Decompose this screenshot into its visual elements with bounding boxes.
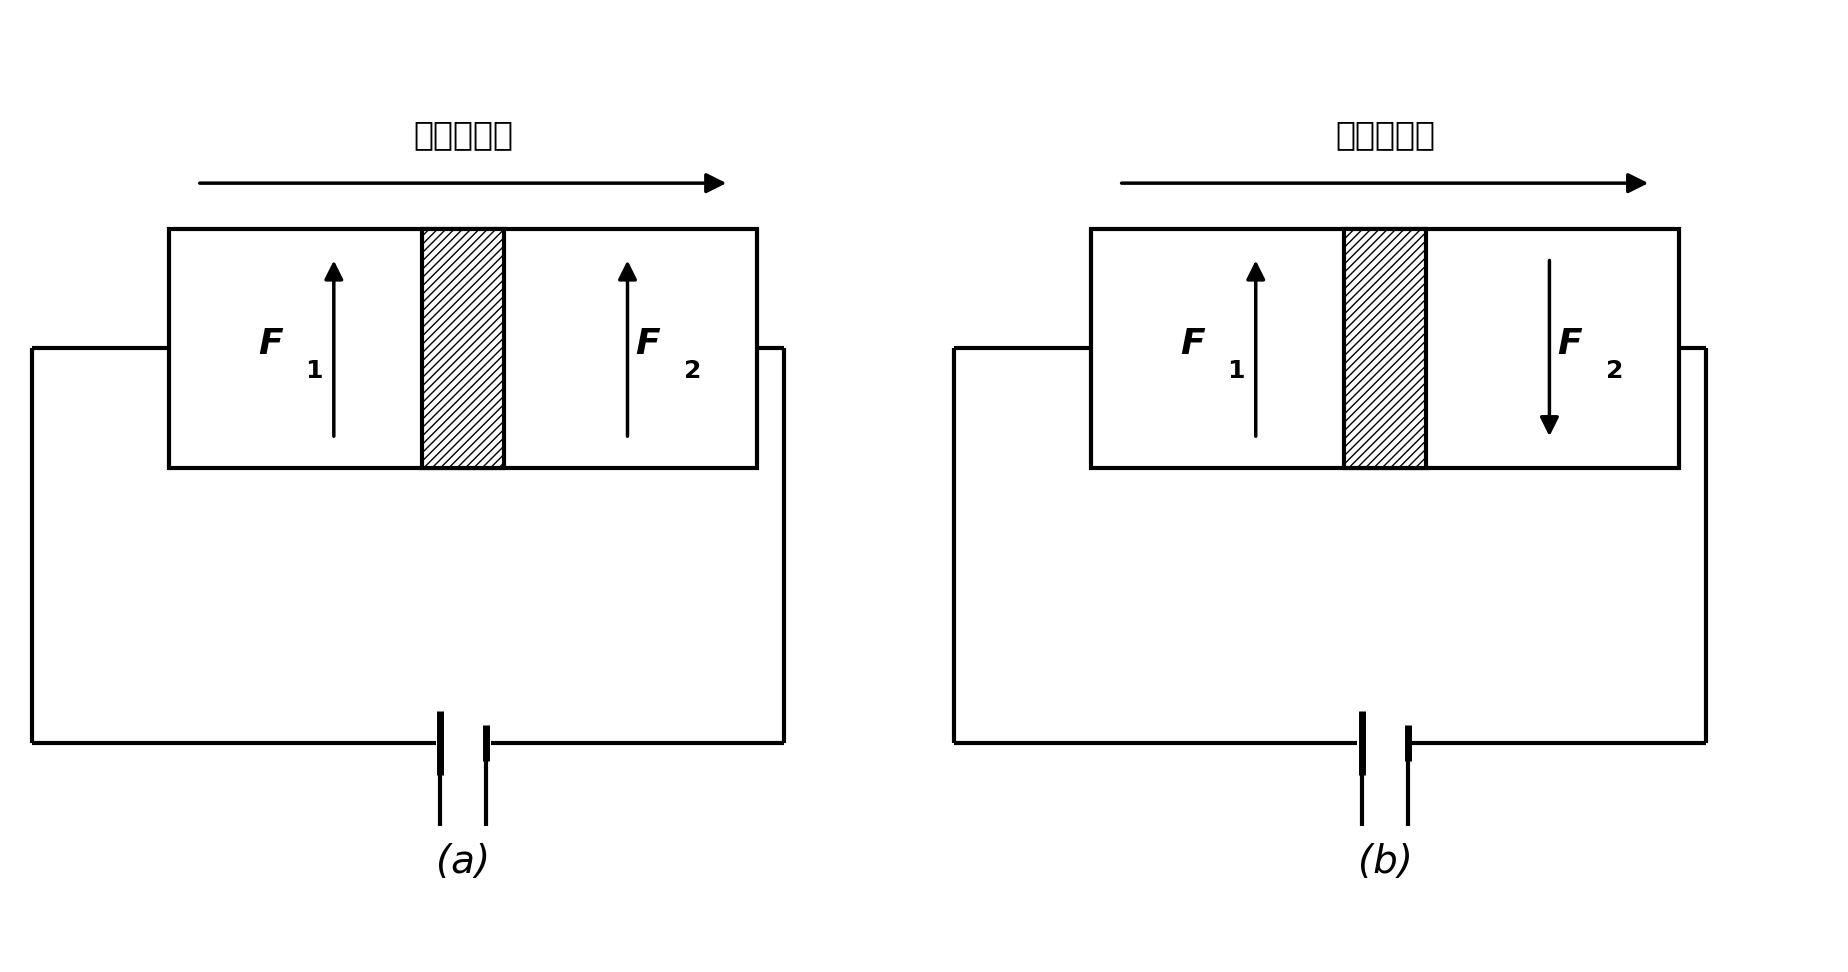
Text: 2: 2 — [1606, 360, 1624, 383]
Text: F: F — [259, 327, 283, 361]
Text: 1: 1 — [305, 360, 323, 383]
Text: 2: 2 — [684, 360, 702, 383]
Bar — [421, 229, 505, 468]
Text: F: F — [1181, 327, 1205, 361]
Text: (b): (b) — [1358, 844, 1412, 882]
Text: (a): (a) — [436, 844, 490, 882]
Bar — [1343, 229, 1427, 468]
Bar — [170, 229, 756, 468]
Text: F: F — [636, 327, 660, 361]
Text: F: F — [1556, 327, 1582, 361]
Text: 电子流方向: 电子流方向 — [414, 118, 514, 151]
Text: 电子流方向: 电子流方向 — [1334, 118, 1434, 151]
Text: 1: 1 — [1227, 360, 1246, 383]
Bar — [1092, 229, 1678, 468]
